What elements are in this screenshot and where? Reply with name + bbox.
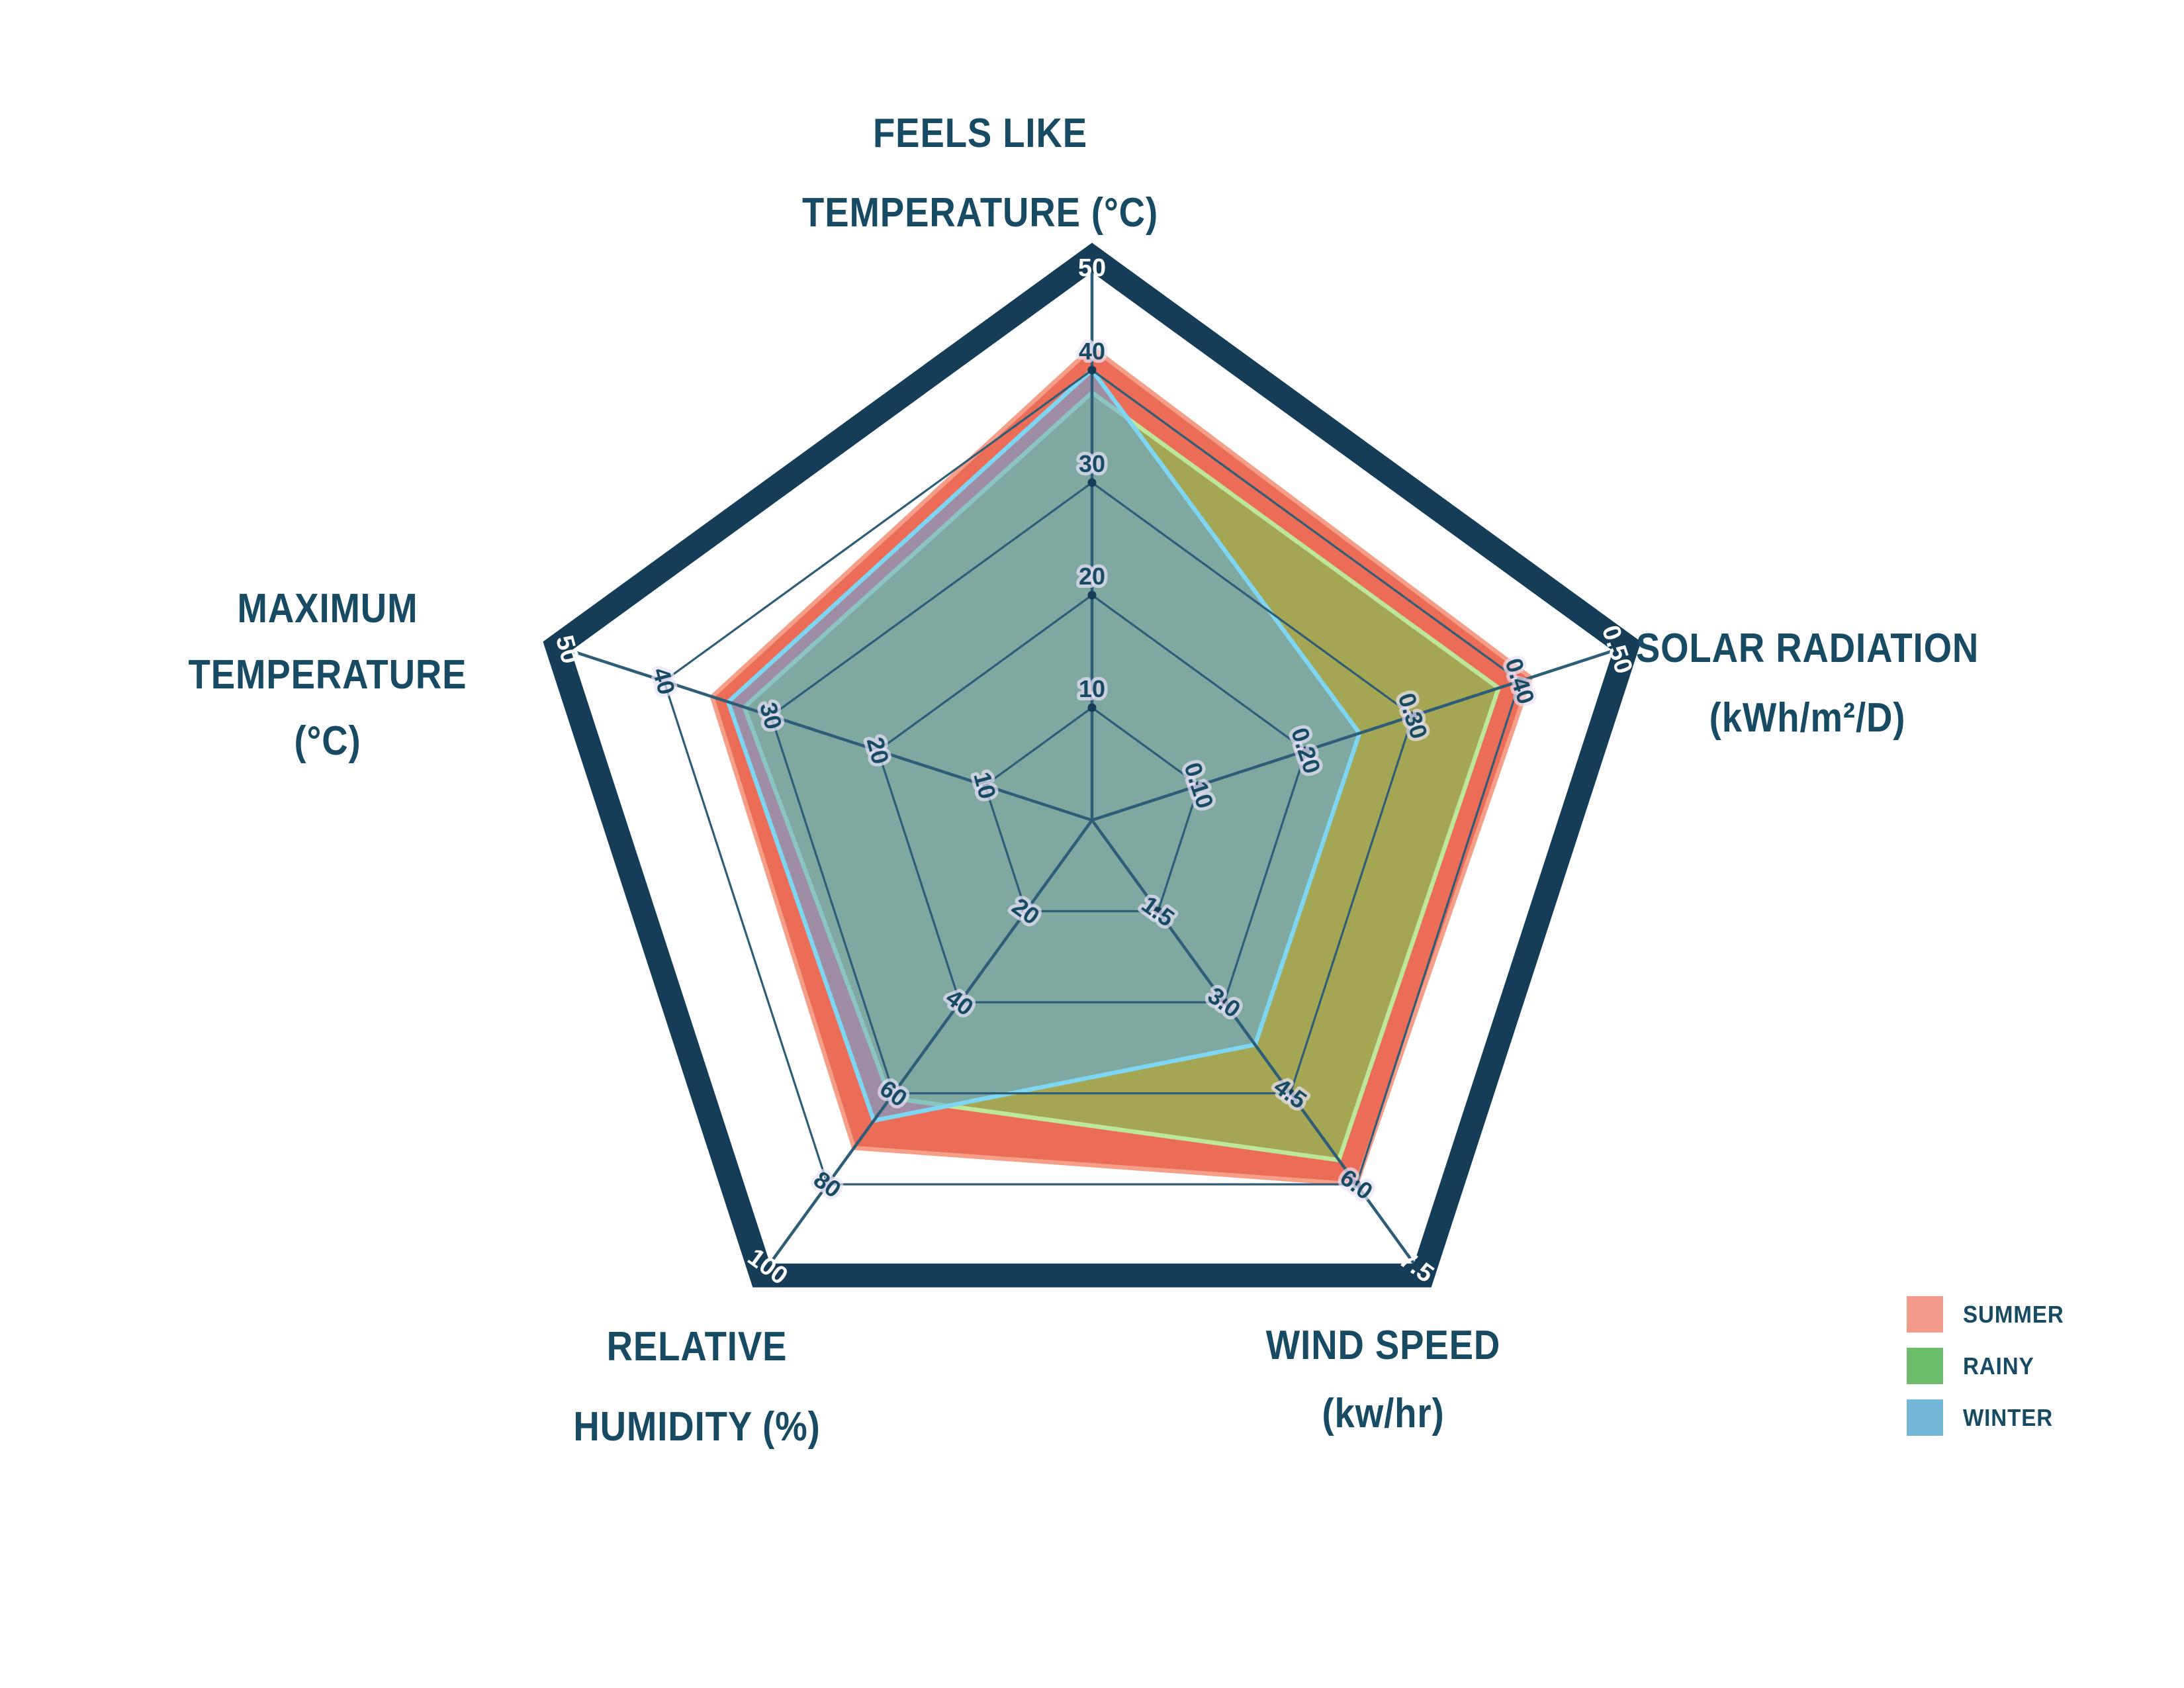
tick-dot-wind_speed-1.5 bbox=[1154, 907, 1163, 915]
axis-title-line: (kw/hr) bbox=[1322, 1391, 1445, 1436]
tick-dot-solar_radiation-0.40 bbox=[1516, 677, 1525, 686]
tick-dot-solar_radiation-0.10 bbox=[1195, 781, 1204, 790]
tick-label-feels_like-30: 30 bbox=[1079, 450, 1105, 477]
axis-title-relative-humidity: RELATIVE HUMIDITY (%) bbox=[573, 1307, 820, 1467]
axis-spoke-maximum_temperature bbox=[556, 645, 1093, 822]
axis-title-line: WIND SPEED bbox=[1265, 1323, 1501, 1368]
tick-dot-maximum_temperature-40 bbox=[659, 677, 668, 686]
axis-title-maximum-temperature: MAXIMUM TEMPERATURE (°C) bbox=[189, 576, 467, 774]
tick-dot-solar_radiation-0.20 bbox=[1301, 746, 1310, 755]
tick-dot-maximum_temperature-30 bbox=[766, 711, 776, 720]
legend-label-winter: WINTER bbox=[1963, 1403, 2054, 1431]
axis-spoke-relative_humidity bbox=[760, 819, 1093, 1277]
tick-label-feels_like-10: 10 bbox=[1079, 675, 1105, 702]
legend-label-summer: SUMMER bbox=[1963, 1300, 2064, 1328]
axis-title-line: SOLAR RADIATION bbox=[1635, 626, 1979, 671]
tick-dot-wind_speed-3.0 bbox=[1220, 998, 1229, 1007]
tick-dot-maximum_temperature-10 bbox=[980, 781, 989, 790]
axis-title-line: TEMPERATURE bbox=[188, 652, 467, 698]
grid-pentagon-level-1 bbox=[983, 706, 1201, 913]
axis-title-line: (kWh/m²/D) bbox=[1709, 695, 1906, 741]
outer-tick-label-feels_like: 50 bbox=[1078, 254, 1106, 282]
axis-title-wind-speed: WIND SPEED (kw/hr) bbox=[1266, 1311, 1500, 1448]
tick-dot-relative_humidity-80 bbox=[823, 1180, 832, 1189]
axis-title-solar-radiation: SOLAR RADIATION (kWh/m²/D) bbox=[1636, 614, 1979, 753]
tick-dot-feels_like-20 bbox=[1087, 590, 1097, 600]
tick-dot-relative_humidity-40 bbox=[955, 998, 964, 1007]
tick-dot-relative_humidity-20 bbox=[1021, 907, 1030, 915]
tick-label-maximum_temperature-40: 40 bbox=[647, 665, 680, 697]
axis-title-feels-like-temperature: FEELS LIKE TEMPERATURE (°C) bbox=[802, 94, 1158, 253]
axis-title-line: HUMIDITY (%) bbox=[573, 1404, 821, 1450]
legend-label-rainy: RAINY bbox=[1963, 1352, 2034, 1380]
tick-label-feels_like-40: 40 bbox=[1079, 338, 1105, 365]
tick-dot-wind_speed-6.0 bbox=[1352, 1180, 1361, 1189]
legend-swatch-winter bbox=[1907, 1399, 1943, 1436]
tick-label-relative_humidity-80: 80 bbox=[809, 1166, 846, 1203]
outer-pentagon-ring bbox=[543, 242, 1641, 1288]
axis-title-line: MAXIMUM bbox=[237, 586, 418, 632]
axis-spoke-wind_speed bbox=[1091, 819, 1424, 1277]
axis-title-line: TEMPERATURE (°C) bbox=[801, 190, 1159, 236]
outer-tick-label-solar_radiation: 0.50 bbox=[1596, 622, 1638, 677]
tick-dot-feels_like-40 bbox=[1087, 365, 1097, 375]
grid-pentagon-level-4 bbox=[662, 369, 1522, 1186]
axis-spoke-solar_radiation bbox=[1091, 645, 1628, 822]
legend-swatch-rainy bbox=[1907, 1348, 1943, 1384]
legend-item-rainy: RAINY bbox=[1907, 1348, 2073, 1384]
legend-swatch-summer bbox=[1907, 1296, 1943, 1333]
tick-dot-maximum_temperature-20 bbox=[874, 746, 883, 755]
tick-dot-wind_speed-4.5 bbox=[1286, 1089, 1295, 1098]
legend: SUMMER RAINY WINTER bbox=[1907, 1296, 2073, 1451]
tick-dot-feels_like-30 bbox=[1087, 478, 1097, 487]
tick-dot-relative_humidity-60 bbox=[889, 1089, 898, 1098]
axis-title-line: FEELS LIKE bbox=[872, 111, 1088, 156]
axis-title-line: (°C) bbox=[294, 718, 361, 764]
grid-pentagon-level-2 bbox=[876, 594, 1308, 1004]
series-polygon-winter bbox=[725, 367, 1362, 1123]
legend-item-winter: WINTER bbox=[1907, 1399, 2073, 1436]
axis-title-line: RELATIVE bbox=[606, 1324, 788, 1370]
tick-dot-solar_radiation-0.30 bbox=[1408, 711, 1418, 720]
tick-label-feels_like-20: 20 bbox=[1079, 563, 1105, 590]
grid-pentagon-level-3 bbox=[770, 481, 1414, 1095]
tick-dot-feels_like-10 bbox=[1087, 703, 1097, 712]
legend-item-summer: SUMMER bbox=[1907, 1296, 2073, 1333]
